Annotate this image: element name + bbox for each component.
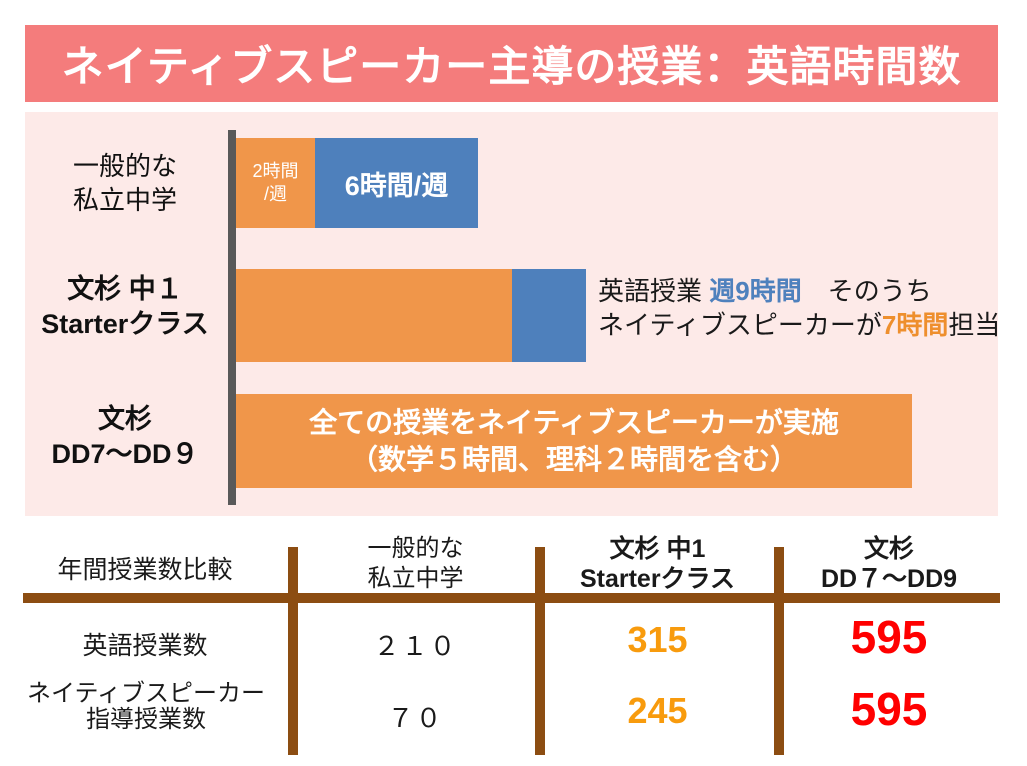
table-header-starter-class: 文杉 中1 Starterクラス bbox=[550, 534, 765, 594]
category-label-dd-program: 文杉 DD7～DD９ bbox=[25, 402, 225, 472]
title-banner: ネイティブスピーカー主導の授業：英語時間数 bbox=[25, 25, 998, 102]
table-header-general-school: 一般的な 私立中学 bbox=[303, 534, 528, 594]
table-header-line: Starterクラス bbox=[579, 565, 736, 593]
value-english-general: ２１０ bbox=[373, 631, 458, 661]
table-row-label-english-classes: 英語授業数 bbox=[82, 632, 208, 660]
bar-row1-other-value: 6時間/週 bbox=[344, 170, 449, 201]
bar-value-line: 2時間 bbox=[252, 161, 299, 181]
table-header-dd-program: 文杉 DD７～DD9 bbox=[789, 534, 989, 594]
row2-annotation-line2: ネイティブスピーカーが7時間担当 bbox=[598, 308, 1000, 342]
table-column-divider bbox=[774, 547, 784, 755]
row2-annotation-line1: 英語授業 週9時間 そのうち bbox=[598, 274, 1000, 308]
annotation-total-hours: 週9時間 bbox=[709, 276, 802, 306]
bar-row3-caption-line2: （数学５時間、理科２時間を含む） bbox=[349, 444, 798, 475]
value-english-dd: 595 bbox=[850, 611, 928, 663]
chart-axis-line bbox=[228, 130, 236, 505]
value-native-dd: 595 bbox=[850, 683, 928, 735]
table-column-divider bbox=[535, 547, 545, 755]
annotation-text: 担当 bbox=[948, 310, 1001, 340]
annotation-text: そのうち bbox=[801, 276, 932, 306]
value-native-starter: 245 bbox=[627, 690, 688, 731]
bar-row2-native-segment bbox=[236, 269, 512, 362]
table-row-label-line: ネイティブスピーカー bbox=[26, 680, 266, 707]
category-label-general-school: 一般的な 私立中学 bbox=[25, 149, 225, 217]
bar-row1-other-segment: 6時間/週 bbox=[315, 138, 478, 228]
value-english-starter: 315 bbox=[627, 619, 688, 660]
bar-row2-other-segment bbox=[512, 269, 586, 362]
bar-row3-caption-line1: 全ての授業をネイティブスピーカーが実施 bbox=[309, 407, 839, 438]
bar-value-line: /週 bbox=[263, 184, 287, 204]
category-label-starter-class: 文杉 中１ Starterクラス bbox=[25, 272, 225, 342]
table-header-line: 私立中学 bbox=[367, 565, 464, 592]
category-label-line: 文杉 bbox=[98, 404, 152, 434]
table-header-line: 一般的な bbox=[367, 535, 464, 562]
table-header-line: 文杉 bbox=[863, 535, 914, 563]
annotation-native-hours: 7時間 bbox=[881, 310, 949, 340]
table-header-rule bbox=[23, 593, 1000, 603]
slide-title: ネイティブスピーカー主導の授業：英語時間数 bbox=[61, 43, 962, 90]
chart-panel: 一般的な 私立中学 2時間 /週 6時間/週 文杉 中１ Starterクラス … bbox=[25, 112, 1000, 516]
bar-row1-native-segment: 2時間 /週 bbox=[236, 138, 315, 228]
table-row-label-native-classes: ネイティブスピーカー 指導授業数 bbox=[16, 681, 276, 733]
table-row-label-line: 指導授業数 bbox=[86, 706, 206, 733]
category-label-line: 文杉 中１ bbox=[67, 274, 183, 304]
value-native-general: ７０ bbox=[387, 703, 444, 733]
annotation-text: 英語授業 bbox=[598, 276, 710, 306]
category-label-line: DD7～DD９ bbox=[51, 439, 199, 469]
category-label-line: 一般的な bbox=[72, 151, 177, 181]
bar-row1-native-value: 2時間 /週 bbox=[252, 160, 298, 206]
annotation-text: ネイティブスピーカーが bbox=[598, 310, 882, 340]
row2-annotation: 英語授業 週9時間 そのうち ネイティブスピーカーが7時間担当 bbox=[598, 274, 1000, 342]
table-title: 年間授業数比較 bbox=[57, 556, 233, 584]
table-header-line: DD７～DD9 bbox=[820, 565, 958, 593]
category-label-line: 私立中学 bbox=[72, 185, 177, 215]
bar-row3-native-segment: 全ての授業をネイティブスピーカーが実施 （数学５時間、理科２時間を含む） bbox=[236, 394, 912, 488]
table-header-line: 文杉 中1 bbox=[609, 535, 706, 563]
table-column-divider bbox=[288, 547, 298, 755]
category-label-line: Starterクラス bbox=[41, 309, 209, 339]
